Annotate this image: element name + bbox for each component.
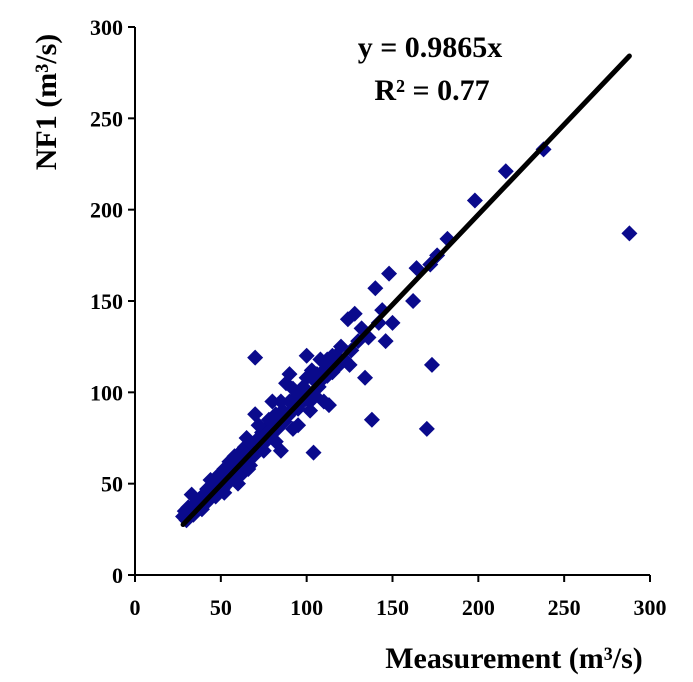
data-point xyxy=(384,314,401,331)
data-point xyxy=(264,393,281,410)
data-point xyxy=(381,265,398,282)
r-squared-annotation: R² = 0.77 xyxy=(374,74,489,107)
y-ticks: 0 50 100 150 200 250 300 xyxy=(90,15,135,588)
data-point xyxy=(346,305,363,322)
y-tick-label: 300 xyxy=(90,15,123,40)
x-tick-label: 150 xyxy=(376,595,409,620)
data-point xyxy=(240,461,257,478)
data-point xyxy=(357,369,374,386)
data-point xyxy=(305,444,322,461)
data-point xyxy=(621,225,638,242)
x-tick-label: 0 xyxy=(130,595,141,620)
data-point xyxy=(302,402,319,419)
x-tick-label: 50 xyxy=(210,595,232,620)
data-point xyxy=(367,280,384,297)
x-tick-label: 300 xyxy=(634,595,667,620)
y-axis: 0 50 100 150 200 250 300 xyxy=(90,15,136,588)
equation-annotation: y = 0.9865x xyxy=(358,31,503,64)
y-tick-label: 100 xyxy=(90,380,123,405)
data-point xyxy=(418,420,435,437)
data-point xyxy=(267,433,284,450)
data-point xyxy=(363,411,380,428)
plot-layer xyxy=(175,141,638,529)
x-tick-label: 250 xyxy=(548,595,581,620)
data-point xyxy=(497,163,514,180)
data-point xyxy=(377,333,394,350)
trendline xyxy=(180,53,632,528)
data-point xyxy=(272,393,289,410)
y-tick-label: 0 xyxy=(112,563,123,588)
data-point xyxy=(223,453,240,470)
data-point xyxy=(466,192,483,209)
x-ticks: 0 50 100 150 200 250 300 xyxy=(130,575,667,620)
data-point xyxy=(319,351,336,368)
data-point xyxy=(281,366,298,383)
data-point xyxy=(247,349,264,366)
y-tick-label: 50 xyxy=(101,472,123,497)
x-tick-label: 200 xyxy=(462,595,495,620)
data-point xyxy=(284,380,301,397)
y-tick-label: 250 xyxy=(90,106,123,131)
y-axis-title: NF1 (m³/s) xyxy=(30,34,63,170)
data-point xyxy=(238,430,255,446)
data-point xyxy=(423,356,440,373)
data-point xyxy=(298,347,315,364)
x-axis-title: Measurement (m³/s) xyxy=(385,642,643,675)
x-tick-label: 100 xyxy=(290,595,323,620)
data-point xyxy=(320,397,337,414)
y-tick-label: 200 xyxy=(90,198,123,223)
data-point xyxy=(405,293,422,309)
data-point xyxy=(290,417,307,434)
x-axis: 0 50 100 150 200 250 300 xyxy=(130,574,667,620)
data-point xyxy=(341,356,358,373)
y-tick-label: 150 xyxy=(90,289,123,314)
trendline-layer xyxy=(180,53,632,528)
data-point xyxy=(250,417,267,434)
